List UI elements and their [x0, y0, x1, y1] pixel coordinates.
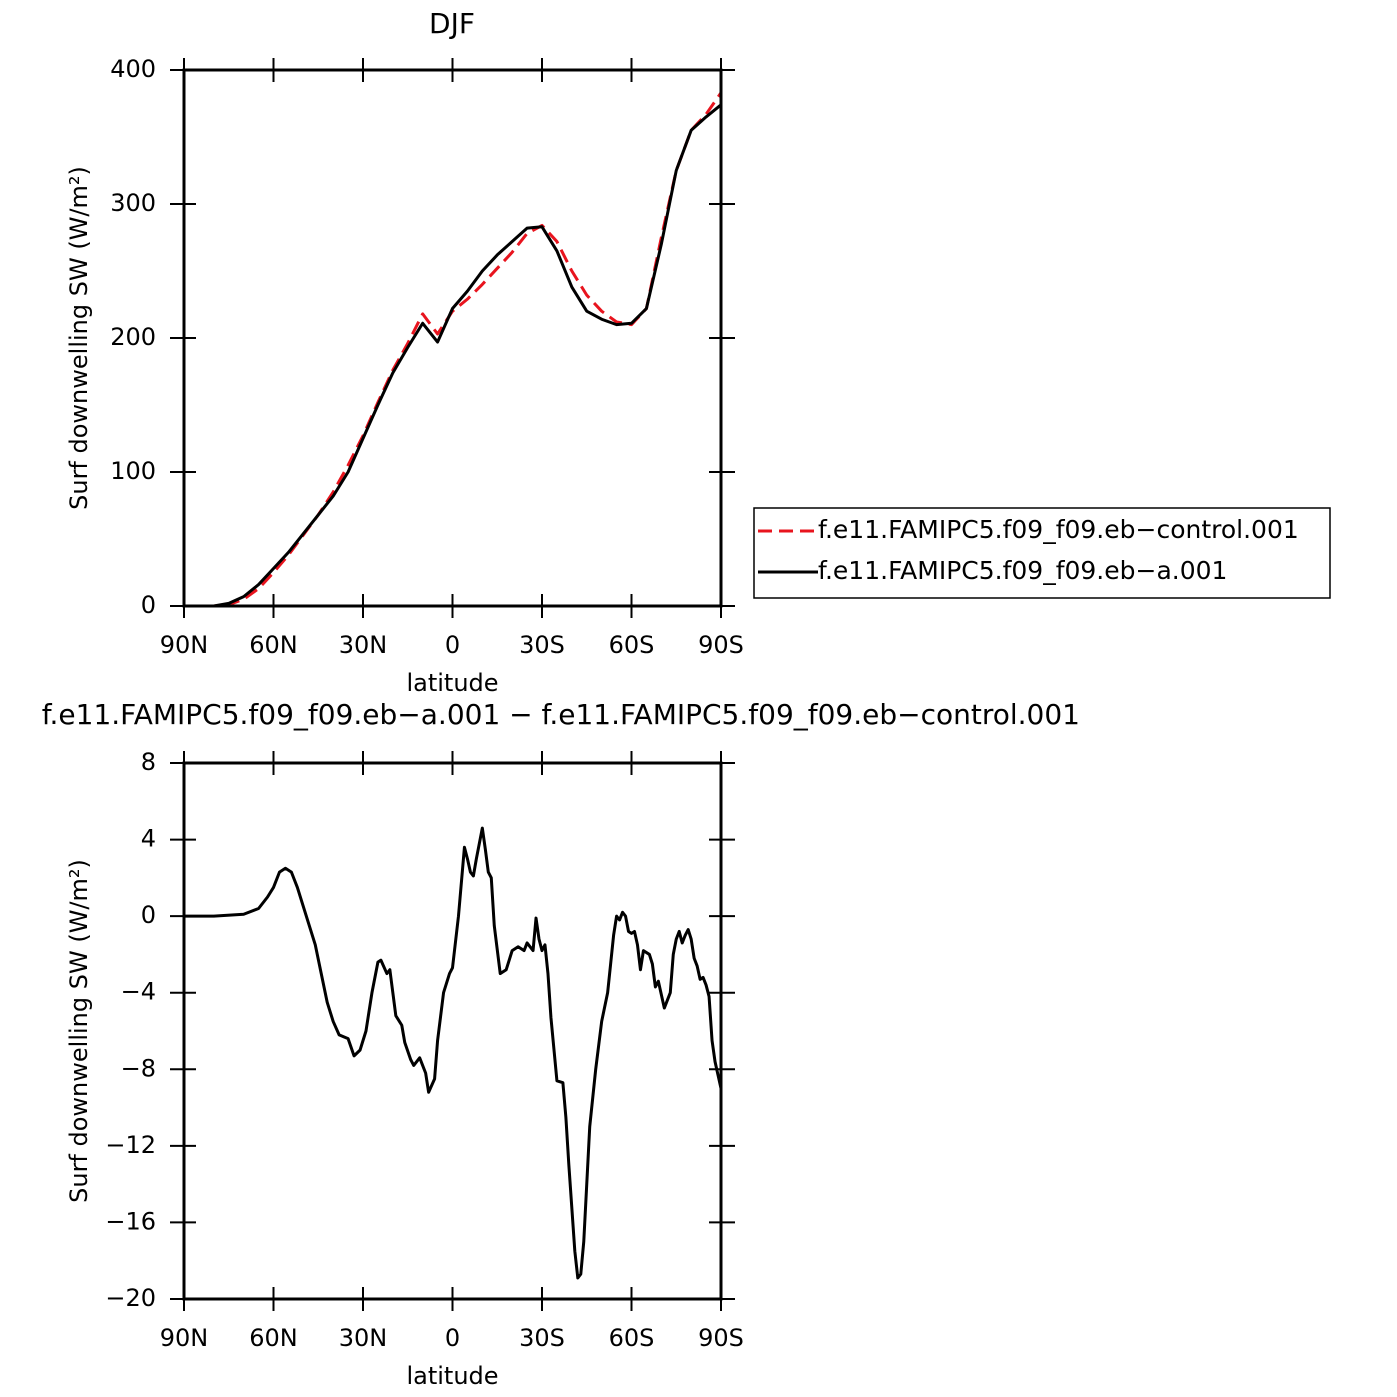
y-tick-label: −4: [121, 978, 156, 1006]
x-tick-label: 30N: [339, 631, 388, 659]
y-tick-label: 300: [110, 189, 156, 217]
x-tick-label: 90N: [160, 631, 209, 659]
y-tick-label: −8: [121, 1054, 156, 1082]
y-axis-label: Surf downwelling SW (W/m²): [65, 166, 93, 510]
y-tick-label: 200: [110, 323, 156, 351]
x-tick-label: 0: [445, 1324, 460, 1352]
y-tick-label: 100: [110, 457, 156, 485]
legend-label: f.e11.FAMIPC5.f09_f09.eb−a.001: [818, 556, 1227, 585]
x-tick-label: 60N: [249, 631, 298, 659]
line-series: [184, 103, 722, 608]
x-tick-label: 0: [445, 631, 460, 659]
y-tick-label: 4: [141, 825, 156, 853]
x-tick-label: 90S: [698, 1324, 744, 1352]
y-tick-label: −20: [105, 1284, 156, 1312]
chart-title: DJF: [429, 7, 475, 40]
x-tick-label: 30S: [519, 631, 565, 659]
x-tick-label: 30S: [519, 1324, 565, 1352]
x-tick-label: 30N: [339, 1324, 388, 1352]
x-tick-label: 60S: [609, 631, 655, 659]
legend-label: f.e11.FAMIPC5.f09_f09.eb−control.001: [818, 515, 1299, 544]
y-tick-label: 8: [141, 748, 156, 776]
line-series: [184, 91, 723, 608]
legend-box: [753, 507, 1331, 599]
x-tick-label: 60S: [609, 1324, 655, 1352]
plot-frame: [182, 68, 723, 608]
x-axis-label: latitude: [406, 669, 498, 697]
x-tick-label: 60N: [249, 1324, 298, 1352]
x-tick-label: 90S: [698, 631, 744, 659]
y-tick-label: 400: [110, 55, 156, 83]
y-tick-label: 0: [141, 591, 156, 619]
x-tick-label: 90N: [160, 1324, 209, 1352]
chart-title: f.e11.FAMIPC5.f09_f09.eb−a.001 − f.e11.F…: [42, 698, 1080, 731]
plot-frame: [182, 761, 723, 1301]
line-series: [184, 826, 723, 1280]
y-tick-label: −16: [105, 1207, 156, 1235]
y-tick-label: −12: [105, 1131, 156, 1159]
y-tick-label: 0: [141, 901, 156, 929]
x-axis-label: latitude: [406, 1362, 498, 1390]
y-axis-label: Surf downwelling SW (W/m²): [65, 859, 93, 1203]
